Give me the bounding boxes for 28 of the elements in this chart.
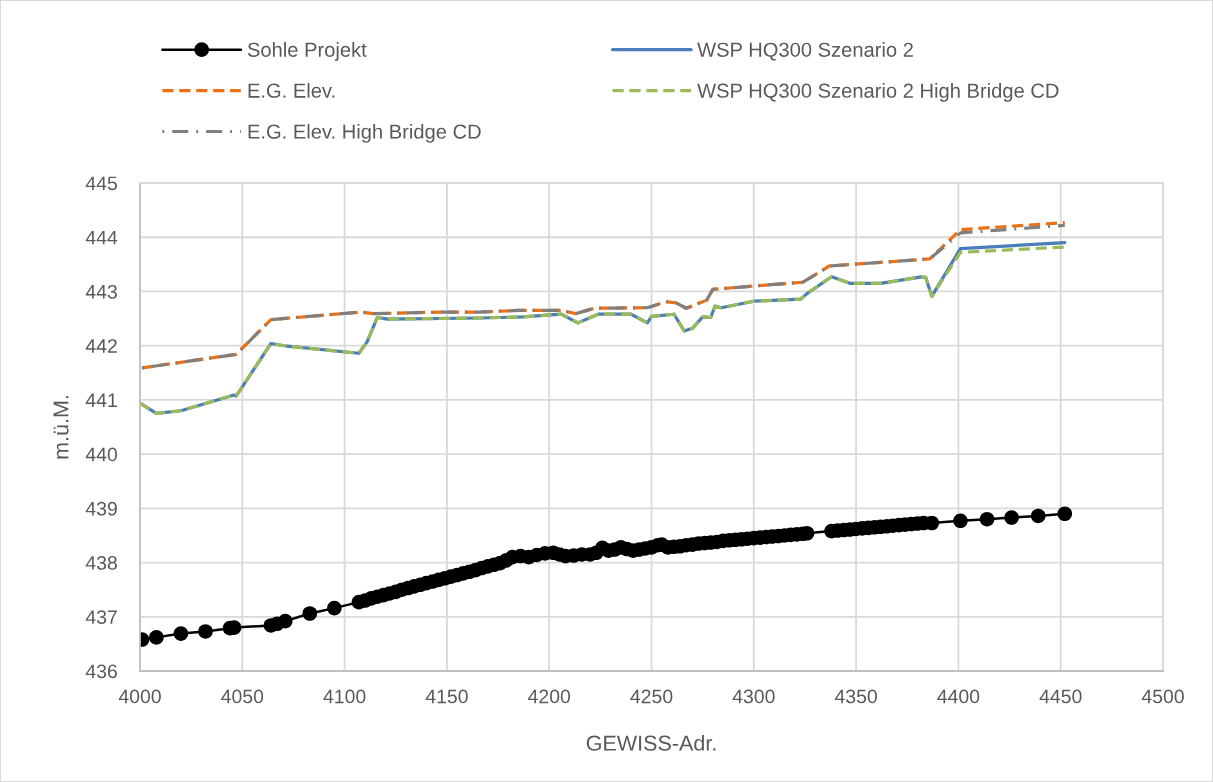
x-tick-label: 4500 [1141, 689, 1184, 704]
x-tick-label: 4300 [732, 689, 775, 704]
x-tick-label: 4200 [528, 689, 571, 704]
x-tick-label: 4000 [118, 689, 161, 704]
y-tick-label: 444 [85, 230, 118, 245]
y-tick-label: 443 [85, 284, 117, 299]
y-tick-label: 440 [85, 447, 118, 462]
y-tick-label: 437 [85, 610, 117, 625]
y-tick-label: 436 [85, 664, 117, 679]
legend-label: E.G. Elev. High Bridge CD [248, 123, 481, 143]
y-tick-label: 438 [85, 556, 117, 570]
x-tick-label: 4350 [834, 689, 877, 704]
y-tick-label: 442 [85, 339, 117, 353]
legend-label: WSP HQ300 Szenario 2 [697, 42, 913, 61]
y-tick-label: 439 [85, 501, 117, 516]
x-axis-title: GEWISS-Adr. [586, 734, 716, 751]
x-tick-label: 4150 [425, 689, 468, 704]
x-tick-label: 4400 [937, 689, 980, 704]
x-tick-label: 4050 [221, 689, 264, 704]
x-tick-label: 4100 [323, 689, 366, 704]
y-tick-label: 441 [85, 393, 117, 407]
x-tick-label: 4450 [1039, 689, 1082, 704]
legend-label: WSP HQ300 Szenario 2 High Bridge CD [697, 83, 1059, 102]
y-tick-label: 445 [85, 176, 117, 191]
y-axis-title: m.ü.M. [53, 396, 69, 459]
legend-label: E.G. Elev. [248, 83, 335, 98]
x-tick-label: 4250 [630, 689, 673, 704]
legend-label: Sohle Projekt [247, 42, 367, 61]
